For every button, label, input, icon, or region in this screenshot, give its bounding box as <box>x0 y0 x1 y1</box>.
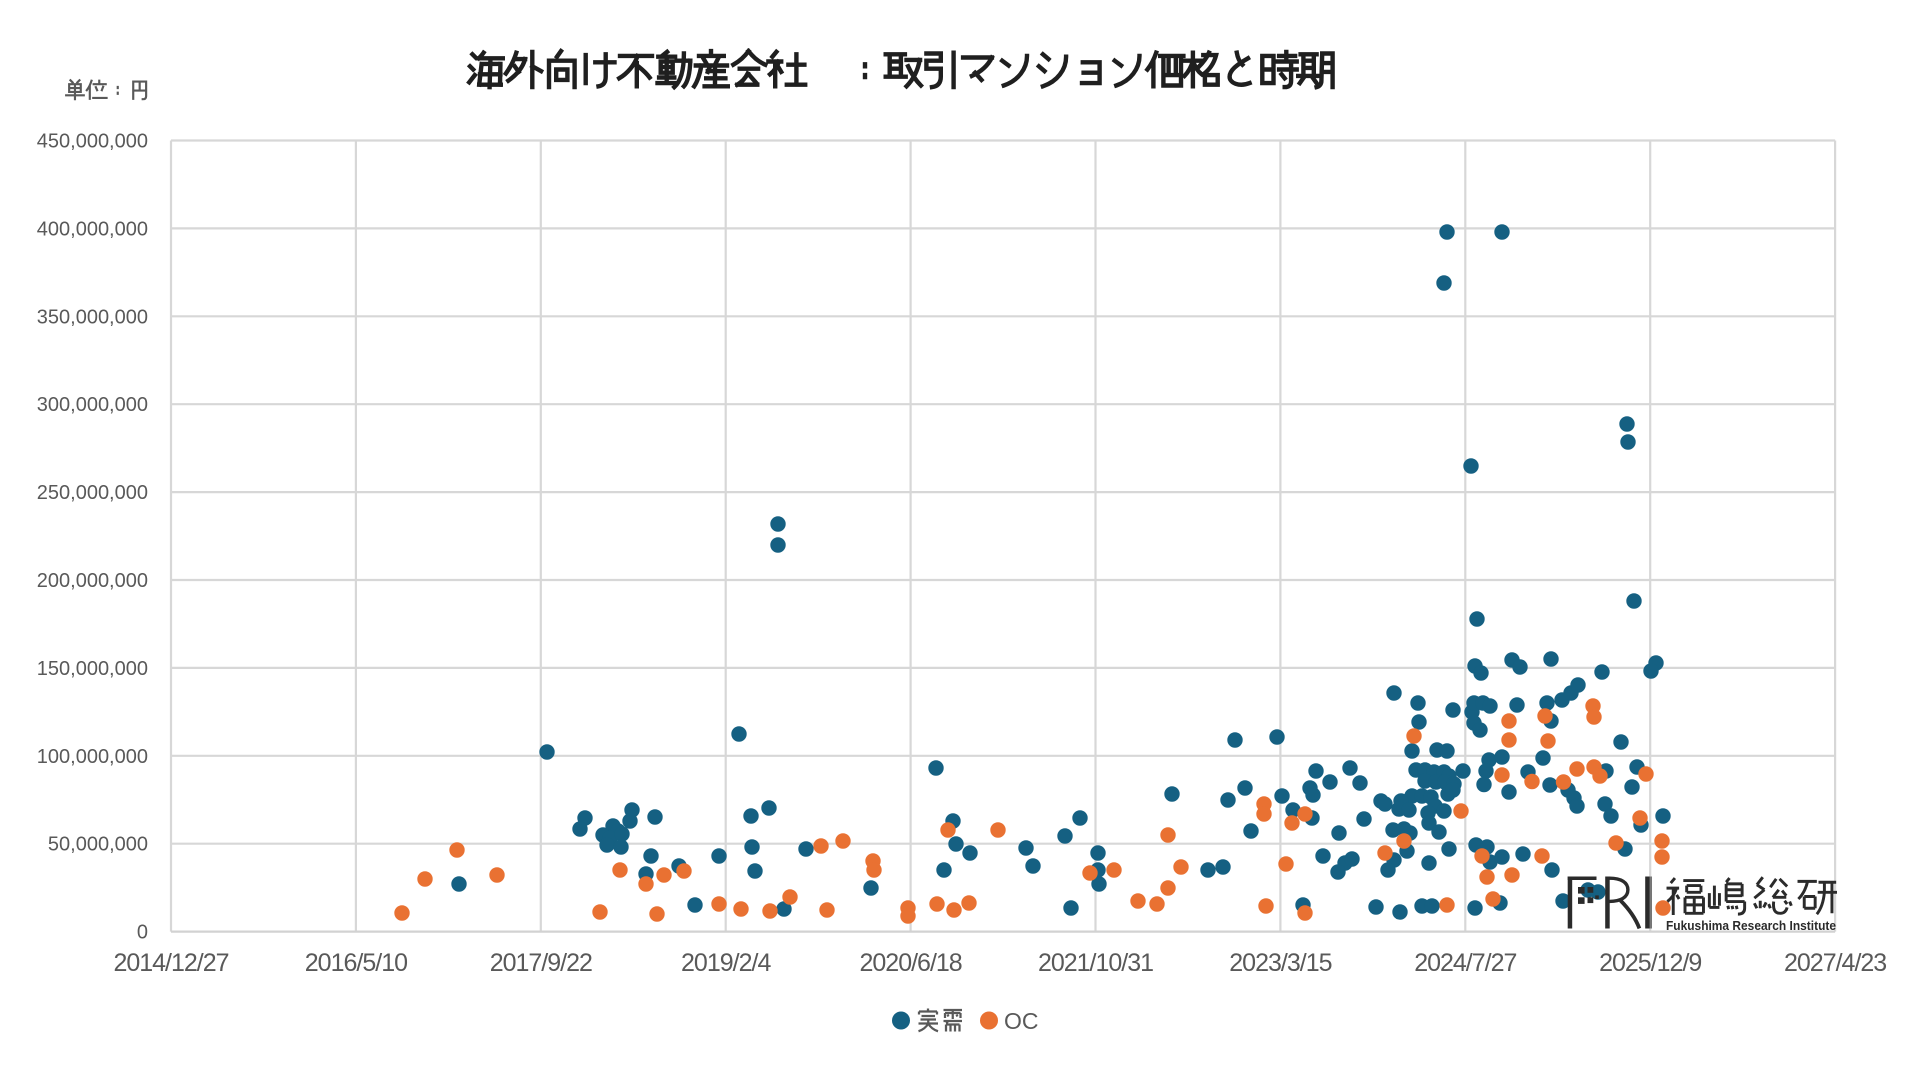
svg-text:2027/4/23: 2027/4/23 <box>1784 949 1886 977</box>
svg-text:2020/6/18: 2020/6/18 <box>859 949 961 977</box>
svg-text:2021/10/31: 2021/10/31 <box>1038 949 1153 977</box>
svg-text:0: 0 <box>137 922 148 944</box>
svg-text:250,000,000: 250,000,000 <box>37 482 148 504</box>
svg-text:100,000,000: 100,000,000 <box>37 746 148 768</box>
svg-text:200,000,000: 200,000,000 <box>37 570 148 592</box>
svg-text:2019/2/4: 2019/2/4 <box>681 949 771 977</box>
svg-text:400,000,000: 400,000,000 <box>37 218 148 240</box>
svg-text:2016/5/10: 2016/5/10 <box>305 949 407 977</box>
svg-text:2014/12/27: 2014/12/27 <box>113 949 228 977</box>
svg-text:50,000,000: 50,000,000 <box>48 834 148 856</box>
svg-text:OC: OC <box>1004 1008 1039 1034</box>
svg-text:2024/7/27: 2024/7/27 <box>1414 949 1516 977</box>
svg-text:2017/9/22: 2017/9/22 <box>490 949 592 977</box>
svg-text:450,000,000: 450,000,000 <box>37 131 148 153</box>
svg-text:2023/3/15: 2023/3/15 <box>1229 949 1331 977</box>
svg-text:Fukushima Research Institute: Fukushima Research Institute <box>1666 919 1836 933</box>
svg-text:300,000,000: 300,000,000 <box>37 394 148 416</box>
svg-text:2025/12/9: 2025/12/9 <box>1599 949 1701 977</box>
svg-text:350,000,000: 350,000,000 <box>37 306 148 328</box>
svg-text:150,000,000: 150,000,000 <box>37 658 148 680</box>
